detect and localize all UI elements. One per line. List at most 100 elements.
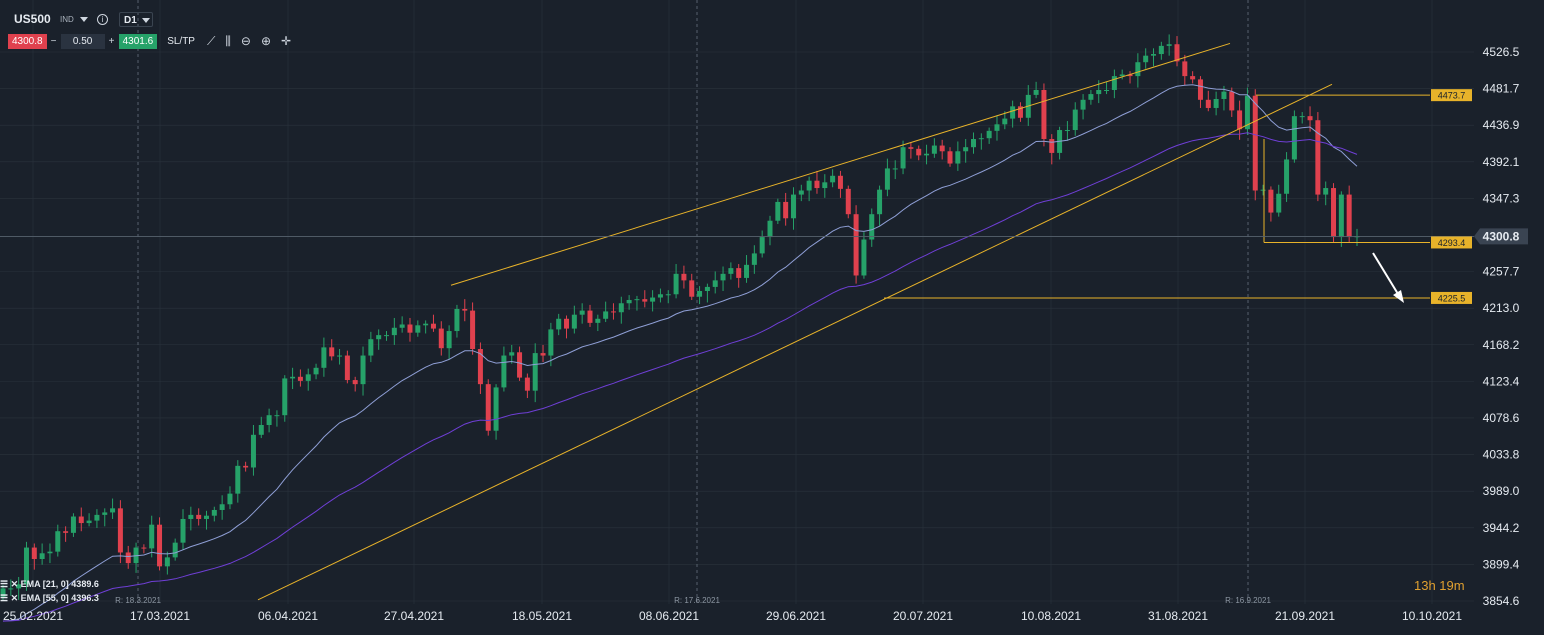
y-tick-label: 4526.5 <box>1483 45 1520 59</box>
candle-body <box>634 299 640 301</box>
candle-body <box>1213 98 1219 108</box>
zoom-in-icon[interactable]: ⊕ <box>260 34 272 48</box>
candle-body <box>313 367 319 375</box>
candle-body <box>1127 74 1133 77</box>
candle-body <box>1151 54 1157 56</box>
candle-body <box>1088 94 1094 100</box>
level-tag <box>1431 236 1472 249</box>
candle-body <box>1276 193 1282 213</box>
menu-icon[interactable]: ☰ ✕ <box>0 593 21 603</box>
candle-body <box>595 318 601 323</box>
candle-body <box>337 355 343 357</box>
ema21-legend[interactable]: ☰ ✕ EMA [21, 0] 4389.6 <box>0 579 99 590</box>
candle-body <box>70 516 76 533</box>
candle-body <box>117 508 123 553</box>
ema21-line <box>2 84 1358 622</box>
candle-body <box>657 294 663 298</box>
y-tick-label: 4392.1 <box>1483 155 1520 169</box>
candle-body <box>376 335 382 340</box>
level-tag <box>1431 291 1472 304</box>
candle-body <box>485 384 491 431</box>
x-tick-label: 21.09.2021 <box>1275 609 1335 623</box>
candle-body <box>23 547 29 585</box>
volume-increase-button[interactable]: + <box>108 35 115 47</box>
level-tag-label: 4293.4 <box>1438 238 1466 248</box>
candle-body <box>63 531 69 533</box>
candle-body <box>250 434 256 468</box>
candle-body <box>618 303 624 313</box>
y-tick-label: 4168.2 <box>1483 338 1520 352</box>
candle-body <box>0 588 6 597</box>
candle-body <box>149 524 155 549</box>
line-chart-icon[interactable]: ⟋ <box>206 33 216 48</box>
y-tick-label: 4123.4 <box>1483 374 1520 388</box>
buy-button[interactable]: 4301.6 <box>118 33 158 49</box>
info-icon[interactable]: i <box>97 14 108 25</box>
candle-body <box>1182 61 1188 77</box>
menu-icon[interactable]: ☰ ✕ <box>0 579 21 589</box>
x-tick-label: 06.04.2021 <box>258 609 318 623</box>
candle-body <box>360 355 366 385</box>
trendline-lower <box>257 83 1333 601</box>
timeframe-select[interactable]: D1 <box>119 12 153 27</box>
candle-body <box>188 514 194 519</box>
chevron-down-icon[interactable] <box>80 17 88 22</box>
candle-body <box>673 273 679 295</box>
candle-body <box>861 239 867 276</box>
arrow-head-icon <box>1393 290 1404 303</box>
candle-body <box>1338 194 1344 238</box>
candle-body <box>344 355 350 381</box>
candle-body <box>243 465 249 468</box>
candle-body <box>227 493 233 505</box>
y-tick-label: 4347.3 <box>1483 191 1520 205</box>
candle-body <box>415 325 421 333</box>
candle-timer: 13h 19m <box>1414 578 1465 593</box>
candle-body <box>454 308 460 332</box>
candle-body <box>446 331 452 349</box>
candle-body <box>798 190 804 195</box>
candles-icon[interactable]: ⫼ <box>225 33 231 48</box>
x-tick-label: 10.10.2021 <box>1402 609 1462 623</box>
crosshair-icon[interactable]: ✛ <box>281 34 292 48</box>
sell-button[interactable]: 4300.8 <box>8 33 47 49</box>
candle-body <box>908 147 914 149</box>
candle-body <box>94 514 100 521</box>
candle-body <box>1174 44 1180 62</box>
candle-body <box>8 588 14 590</box>
symbol-name[interactable]: US500 <box>14 12 51 26</box>
level-tag <box>1431 89 1472 102</box>
timeframe-label: D1 <box>124 15 137 26</box>
candle-body <box>407 324 413 333</box>
candle-body <box>931 145 937 154</box>
candle-body <box>955 151 961 164</box>
volume-input[interactable]: 0.50 <box>60 33 105 49</box>
forecast-arrow <box>1372 252 1399 295</box>
candle-body <box>939 145 945 152</box>
candle-body <box>916 148 922 156</box>
candle-body <box>1315 120 1321 195</box>
candle-body <box>470 310 476 350</box>
candle-body <box>55 531 61 552</box>
candle-body <box>548 329 554 356</box>
candle-body <box>610 311 616 313</box>
candle-body <box>814 180 820 189</box>
candle-body <box>822 182 828 189</box>
candle-body <box>892 168 898 170</box>
candle-body <box>258 424 264 435</box>
ema55-legend[interactable]: ☰ ✕ EMA [55, 0] 4396.3 <box>0 593 99 604</box>
x-tick-label: 29.06.2021 <box>766 609 826 623</box>
candle-body <box>853 214 859 276</box>
candle-body <box>603 311 609 319</box>
candle-body <box>219 504 225 510</box>
symbol-type: IND <box>60 15 74 24</box>
candle-body <box>493 387 499 431</box>
candle-body <box>1010 106 1016 119</box>
sltp-button[interactable]: SL/TP <box>167 35 195 47</box>
candle-body <box>86 520 92 524</box>
volume-decrease-button[interactable]: − <box>50 35 57 47</box>
zoom-out-icon[interactable]: ⊖ <box>240 34 251 48</box>
candle-body <box>924 153 930 156</box>
candle-body <box>211 509 217 516</box>
candle-body <box>164 557 170 567</box>
